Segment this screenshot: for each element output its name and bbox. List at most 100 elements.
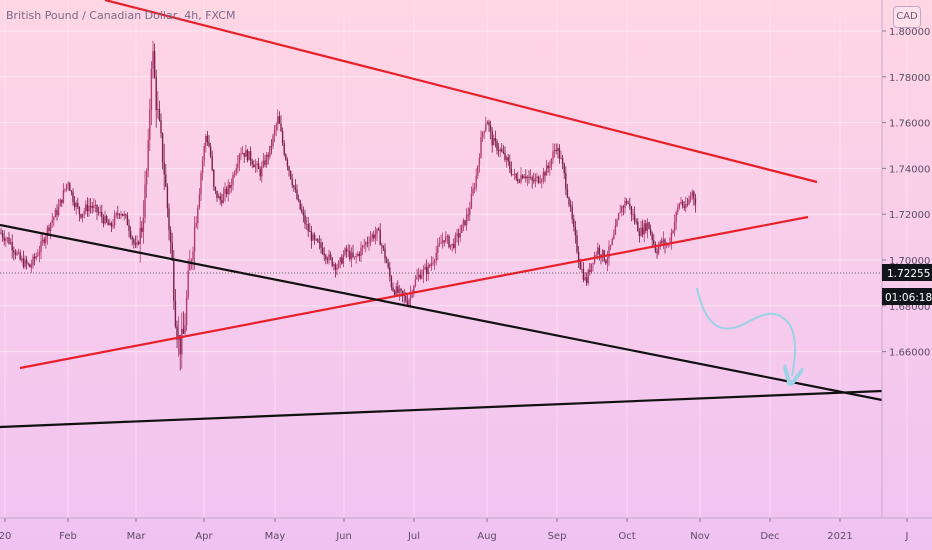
candle-body — [480, 137, 482, 158]
candle-body — [577, 251, 580, 262]
price-tick-label: 1.78000 — [889, 73, 930, 84]
candle-body — [357, 253, 359, 257]
candle-body — [440, 243, 442, 244]
candle-body — [557, 147, 559, 152]
candle-body — [680, 201, 682, 204]
candle-body — [382, 245, 385, 249]
candle-body — [307, 224, 309, 232]
candle-body — [619, 212, 621, 214]
candle-body — [414, 279, 417, 287]
candle-body — [531, 177, 533, 181]
candle-body — [566, 189, 569, 198]
candle-body — [368, 242, 370, 244]
candle-body — [144, 184, 146, 218]
candle-body — [565, 173, 567, 190]
candle-body — [304, 215, 306, 225]
candle-body — [646, 222, 649, 232]
candle-body — [32, 256, 34, 266]
time-tick-label: Sep — [548, 531, 567, 542]
candle-body — [75, 203, 77, 207]
candle-body — [78, 206, 81, 215]
time-tick-label: Oct — [618, 531, 635, 542]
last-price-label: 1.72255 — [887, 268, 930, 280]
candle-body — [237, 163, 239, 169]
candle-body — [17, 252, 20, 254]
candle-body — [320, 242, 322, 248]
candle-body — [107, 221, 109, 226]
candle-body — [363, 245, 365, 247]
price-tick-label: 1.66000 — [889, 348, 930, 359]
candle-body — [11, 242, 13, 251]
candle-body — [654, 244, 657, 252]
candle-body — [235, 168, 237, 175]
candle-body — [88, 205, 90, 212]
candle-body — [24, 259, 26, 267]
candle-body — [89, 205, 92, 207]
price-axis[interactable]: 1.80000 1.78000 1.76000 1.74000 1.72000 1.700… — [881, 0, 932, 518]
candle-body — [253, 164, 255, 168]
candle-body — [150, 68, 153, 110]
candle-body — [616, 219, 618, 226]
candle-body — [694, 198, 697, 205]
candle-body — [121, 213, 124, 216]
candle-body — [285, 154, 287, 160]
candle-body — [512, 174, 514, 175]
candle-body — [632, 214, 634, 216]
candle-body — [443, 240, 445, 242]
candle-body — [195, 223, 197, 227]
candle-body — [326, 259, 329, 261]
time-tick-label: Apr — [195, 531, 213, 542]
candle-body — [611, 238, 613, 245]
currency-label[interactable]: CAD — [893, 6, 921, 28]
candle-body — [329, 254, 332, 258]
candle-body — [614, 225, 617, 235]
candle-body — [417, 274, 420, 277]
candle-body — [341, 257, 343, 264]
candle-body — [560, 157, 562, 159]
candle-body — [589, 270, 591, 272]
trendlines — [0, 0, 883, 429]
price-tick-label: 1.76000 — [889, 119, 930, 130]
candle-body — [187, 270, 189, 298]
candle-body — [176, 326, 178, 340]
candle-body — [507, 157, 509, 162]
candle-body — [675, 212, 677, 222]
candle-body — [163, 162, 165, 175]
candle-body — [371, 234, 373, 238]
candle-body — [109, 222, 111, 226]
candle-body — [365, 242, 367, 246]
candle-body — [272, 135, 274, 147]
candle-body — [205, 135, 207, 147]
candle-body — [579, 261, 581, 270]
candle-body — [627, 202, 629, 204]
candle-body — [273, 129, 276, 136]
candle-body — [528, 176, 530, 178]
trendline — [0, 389, 883, 429]
candle-body — [494, 138, 497, 142]
candle-body — [520, 175, 522, 182]
time-axis[interactable]: 20 Feb Mar Apr May Jun Jul Aug Sep Oct Nov Dec 2021 J — [0, 517, 932, 542]
candle-body — [203, 146, 205, 161]
trendline — [0, 223, 883, 402]
candle-body — [529, 177, 532, 178]
candle-body — [665, 245, 668, 247]
candle-body — [281, 131, 284, 143]
candle-body — [339, 257, 341, 262]
candle-body — [581, 268, 583, 270]
candle-body — [293, 185, 295, 188]
candle-body — [25, 259, 28, 264]
candle-body — [113, 215, 116, 226]
candle-body — [192, 251, 194, 261]
candle-body — [376, 228, 378, 235]
candle-body — [321, 247, 324, 254]
candle-body — [128, 225, 130, 231]
candle-body — [369, 237, 372, 243]
candle-body — [299, 200, 301, 210]
candle-body — [424, 266, 426, 270]
candle-body — [613, 234, 615, 239]
candle-body — [653, 240, 655, 245]
trendline — [104, 0, 818, 184]
candle-body — [297, 199, 300, 201]
candle-body — [277, 116, 279, 125]
